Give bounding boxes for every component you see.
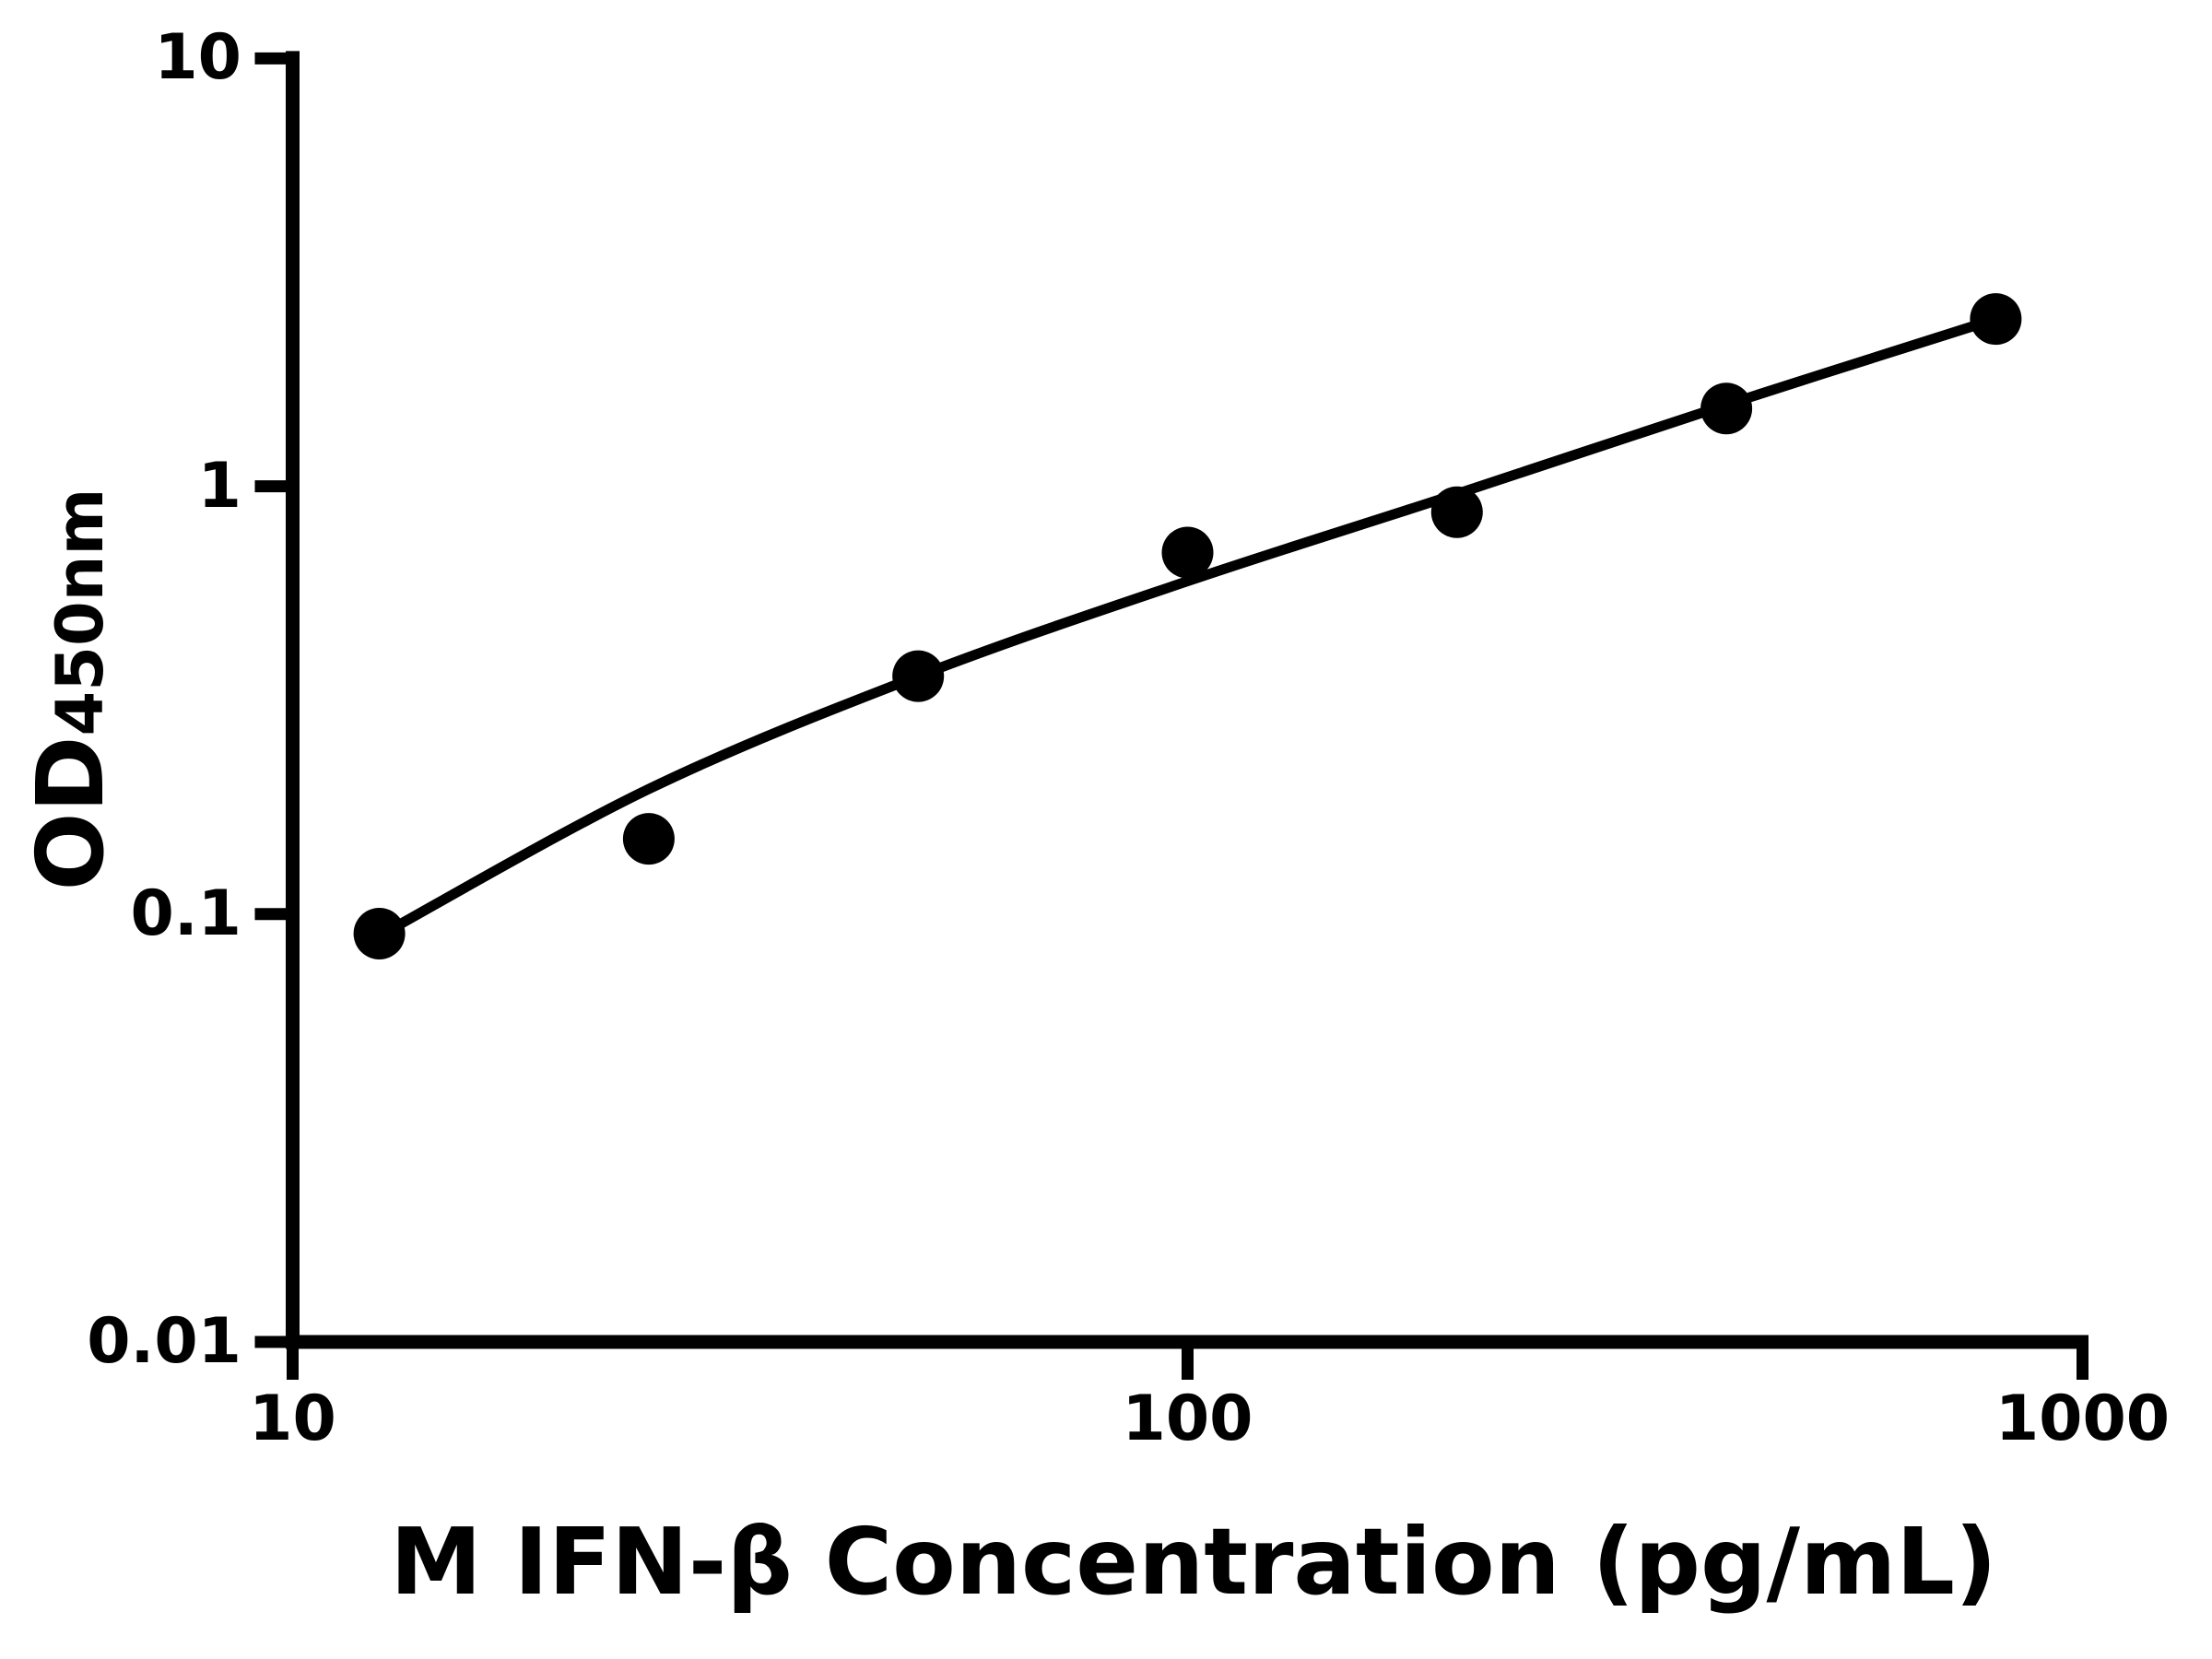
fit-curve <box>374 313 2001 941</box>
x-tick-label: 10 <box>249 1382 336 1455</box>
data-point <box>1700 382 1753 435</box>
y-tick-label: 10 <box>154 21 241 95</box>
y-axis-title-subscript: 450nm <box>42 488 118 736</box>
y-tick-label: 1 <box>197 449 241 523</box>
data-point <box>1161 526 1214 579</box>
data-point <box>1430 486 1483 538</box>
y-axis-title-main: OD <box>17 735 124 891</box>
y-axis-title: OD450nm <box>17 488 124 891</box>
x-tick-label: 100 <box>1122 1382 1253 1455</box>
data-point <box>353 908 406 959</box>
data-point <box>892 650 945 702</box>
x-tick-label: 1000 <box>1994 1382 2171 1455</box>
data-point <box>1970 293 2022 346</box>
y-tick-label: 0.1 <box>130 877 241 950</box>
x-axis-title: M IFN-β Concentration (pg/mL) <box>390 1508 1997 1616</box>
y-tick-label: 0.01 <box>87 1305 241 1378</box>
data-point <box>622 813 675 865</box>
